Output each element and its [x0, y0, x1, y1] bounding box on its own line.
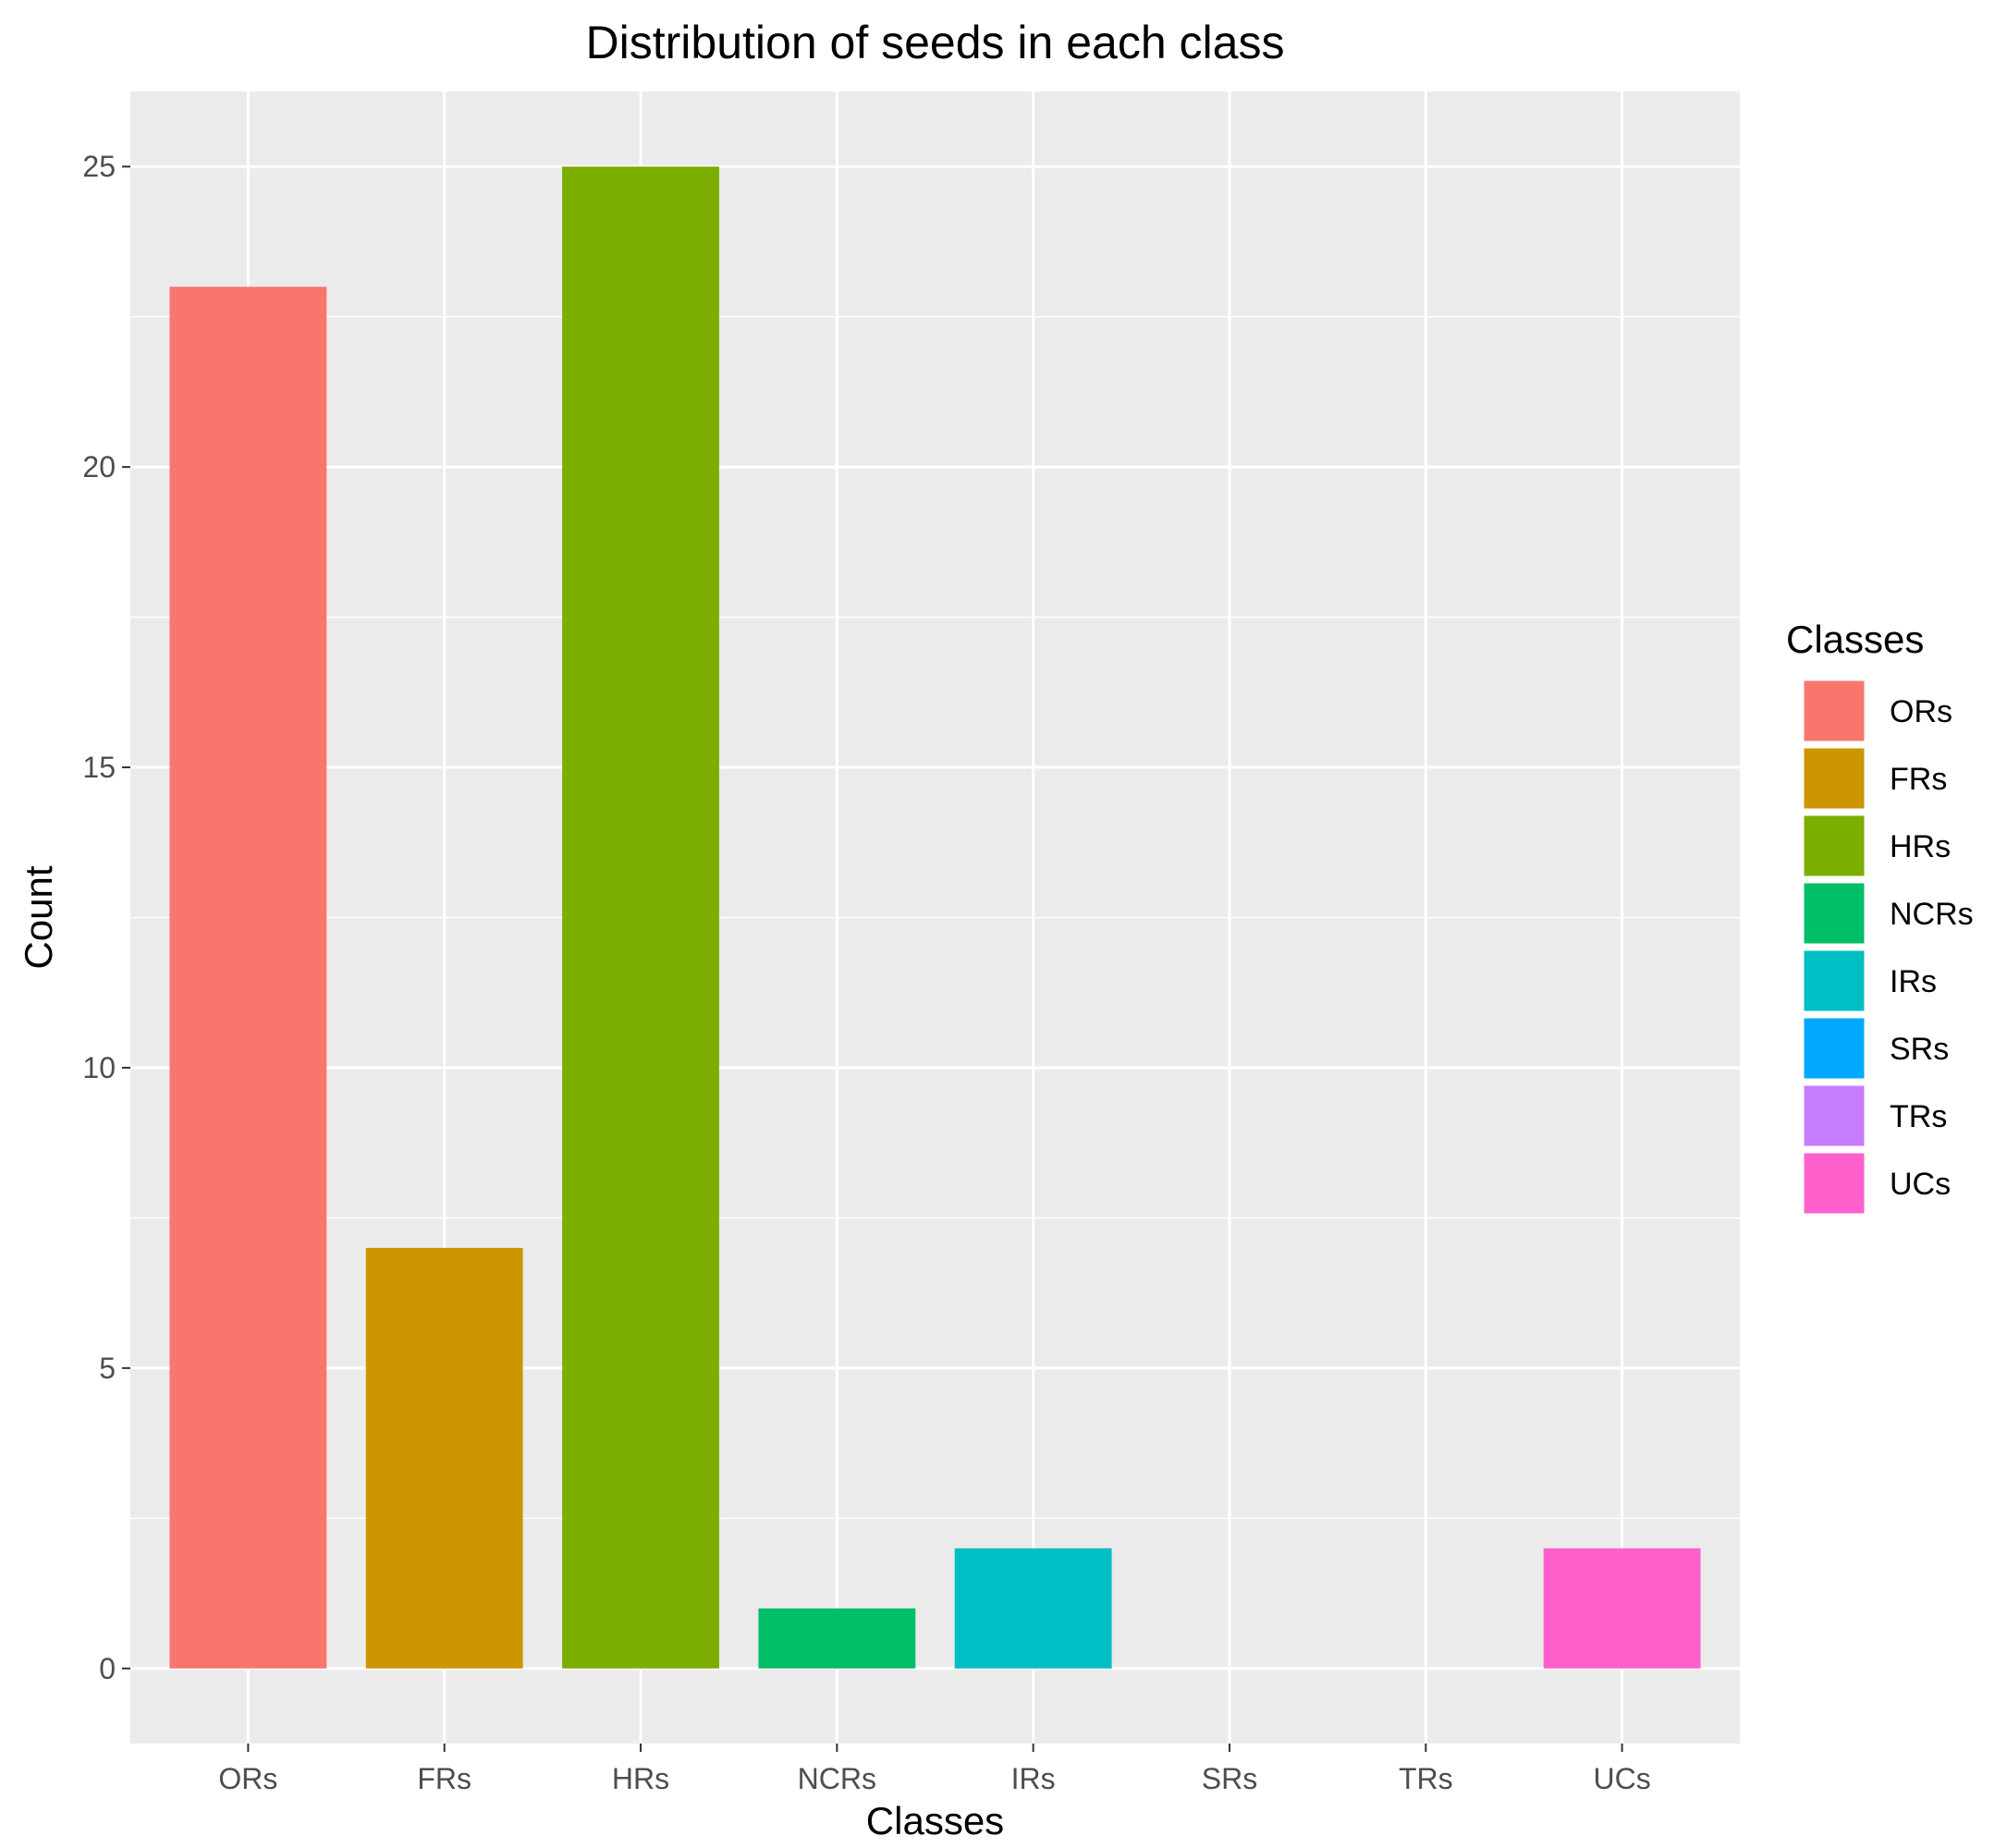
legend-label-frs: FRs	[1890, 762, 1947, 797]
y-axis-title: Count	[17, 865, 60, 969]
bars	[169, 166, 1701, 1669]
x-tick-label: IRs	[1011, 1762, 1056, 1795]
legend-label-ucs: UCs	[1890, 1167, 1951, 1202]
x-tick-label: HRs	[612, 1762, 669, 1795]
legend-key-ors	[1801, 678, 1867, 744]
y-tick-label: 5	[99, 1352, 116, 1385]
legend-label-srs: SRs	[1890, 1032, 1949, 1067]
x-tick-label: ORs	[218, 1762, 277, 1795]
legend-label-ors: ORs	[1890, 694, 1952, 729]
y-tick-label: 0	[99, 1652, 116, 1685]
legend-items: ORs FRs HRs NCRs IRs SRs TRs UCs	[1801, 678, 1974, 1217]
y-tick-label: 15	[82, 751, 116, 784]
x-axis-ticks: ORs FRs HRs NCRs IRs SRs TRs UCs	[218, 1744, 1651, 1795]
y-tick-label: 10	[82, 1051, 116, 1084]
y-axis-ticks: 0 5 10 15 20 25	[82, 150, 130, 1685]
legend-key-srs	[1801, 1015, 1867, 1082]
y-tick-label: 20	[82, 450, 116, 483]
legend-title: Classes	[1786, 618, 1924, 661]
legend-label-ncrs: NCRs	[1890, 897, 1974, 932]
bar-ucs	[1543, 1548, 1701, 1669]
x-axis-title: Classes	[866, 1799, 1004, 1842]
chart-title: Distribution of seeds in each class	[586, 17, 1285, 68]
legend-key-trs	[1801, 1083, 1867, 1149]
bar-ors	[169, 287, 327, 1669]
bar-frs	[365, 1247, 523, 1669]
x-tick-label: NCRs	[798, 1762, 876, 1795]
legend-label-trs: TRs	[1890, 1099, 1947, 1134]
legend-key-frs	[1801, 745, 1867, 812]
legend-key-ucs	[1801, 1150, 1867, 1217]
bar-ncrs	[758, 1608, 916, 1669]
legend-key-ncrs	[1801, 880, 1867, 947]
x-tick-label: TRs	[1399, 1762, 1453, 1795]
bar-irs	[954, 1548, 1112, 1669]
legend-label-hrs: HRs	[1890, 829, 1951, 864]
legend-key-hrs	[1801, 813, 1867, 879]
legend: Classes ORs FRs HRs NCRs IRs SRs TRs UCs	[1786, 618, 1974, 1217]
y-tick-label: 25	[82, 150, 116, 183]
legend-key-irs	[1801, 948, 1867, 1014]
x-tick-label: FRs	[417, 1762, 471, 1795]
bar-hrs	[562, 166, 719, 1669]
legend-label-irs: IRs	[1890, 964, 1937, 999]
x-tick-label: UCs	[1594, 1762, 1651, 1795]
x-tick-label: SRs	[1202, 1762, 1257, 1795]
